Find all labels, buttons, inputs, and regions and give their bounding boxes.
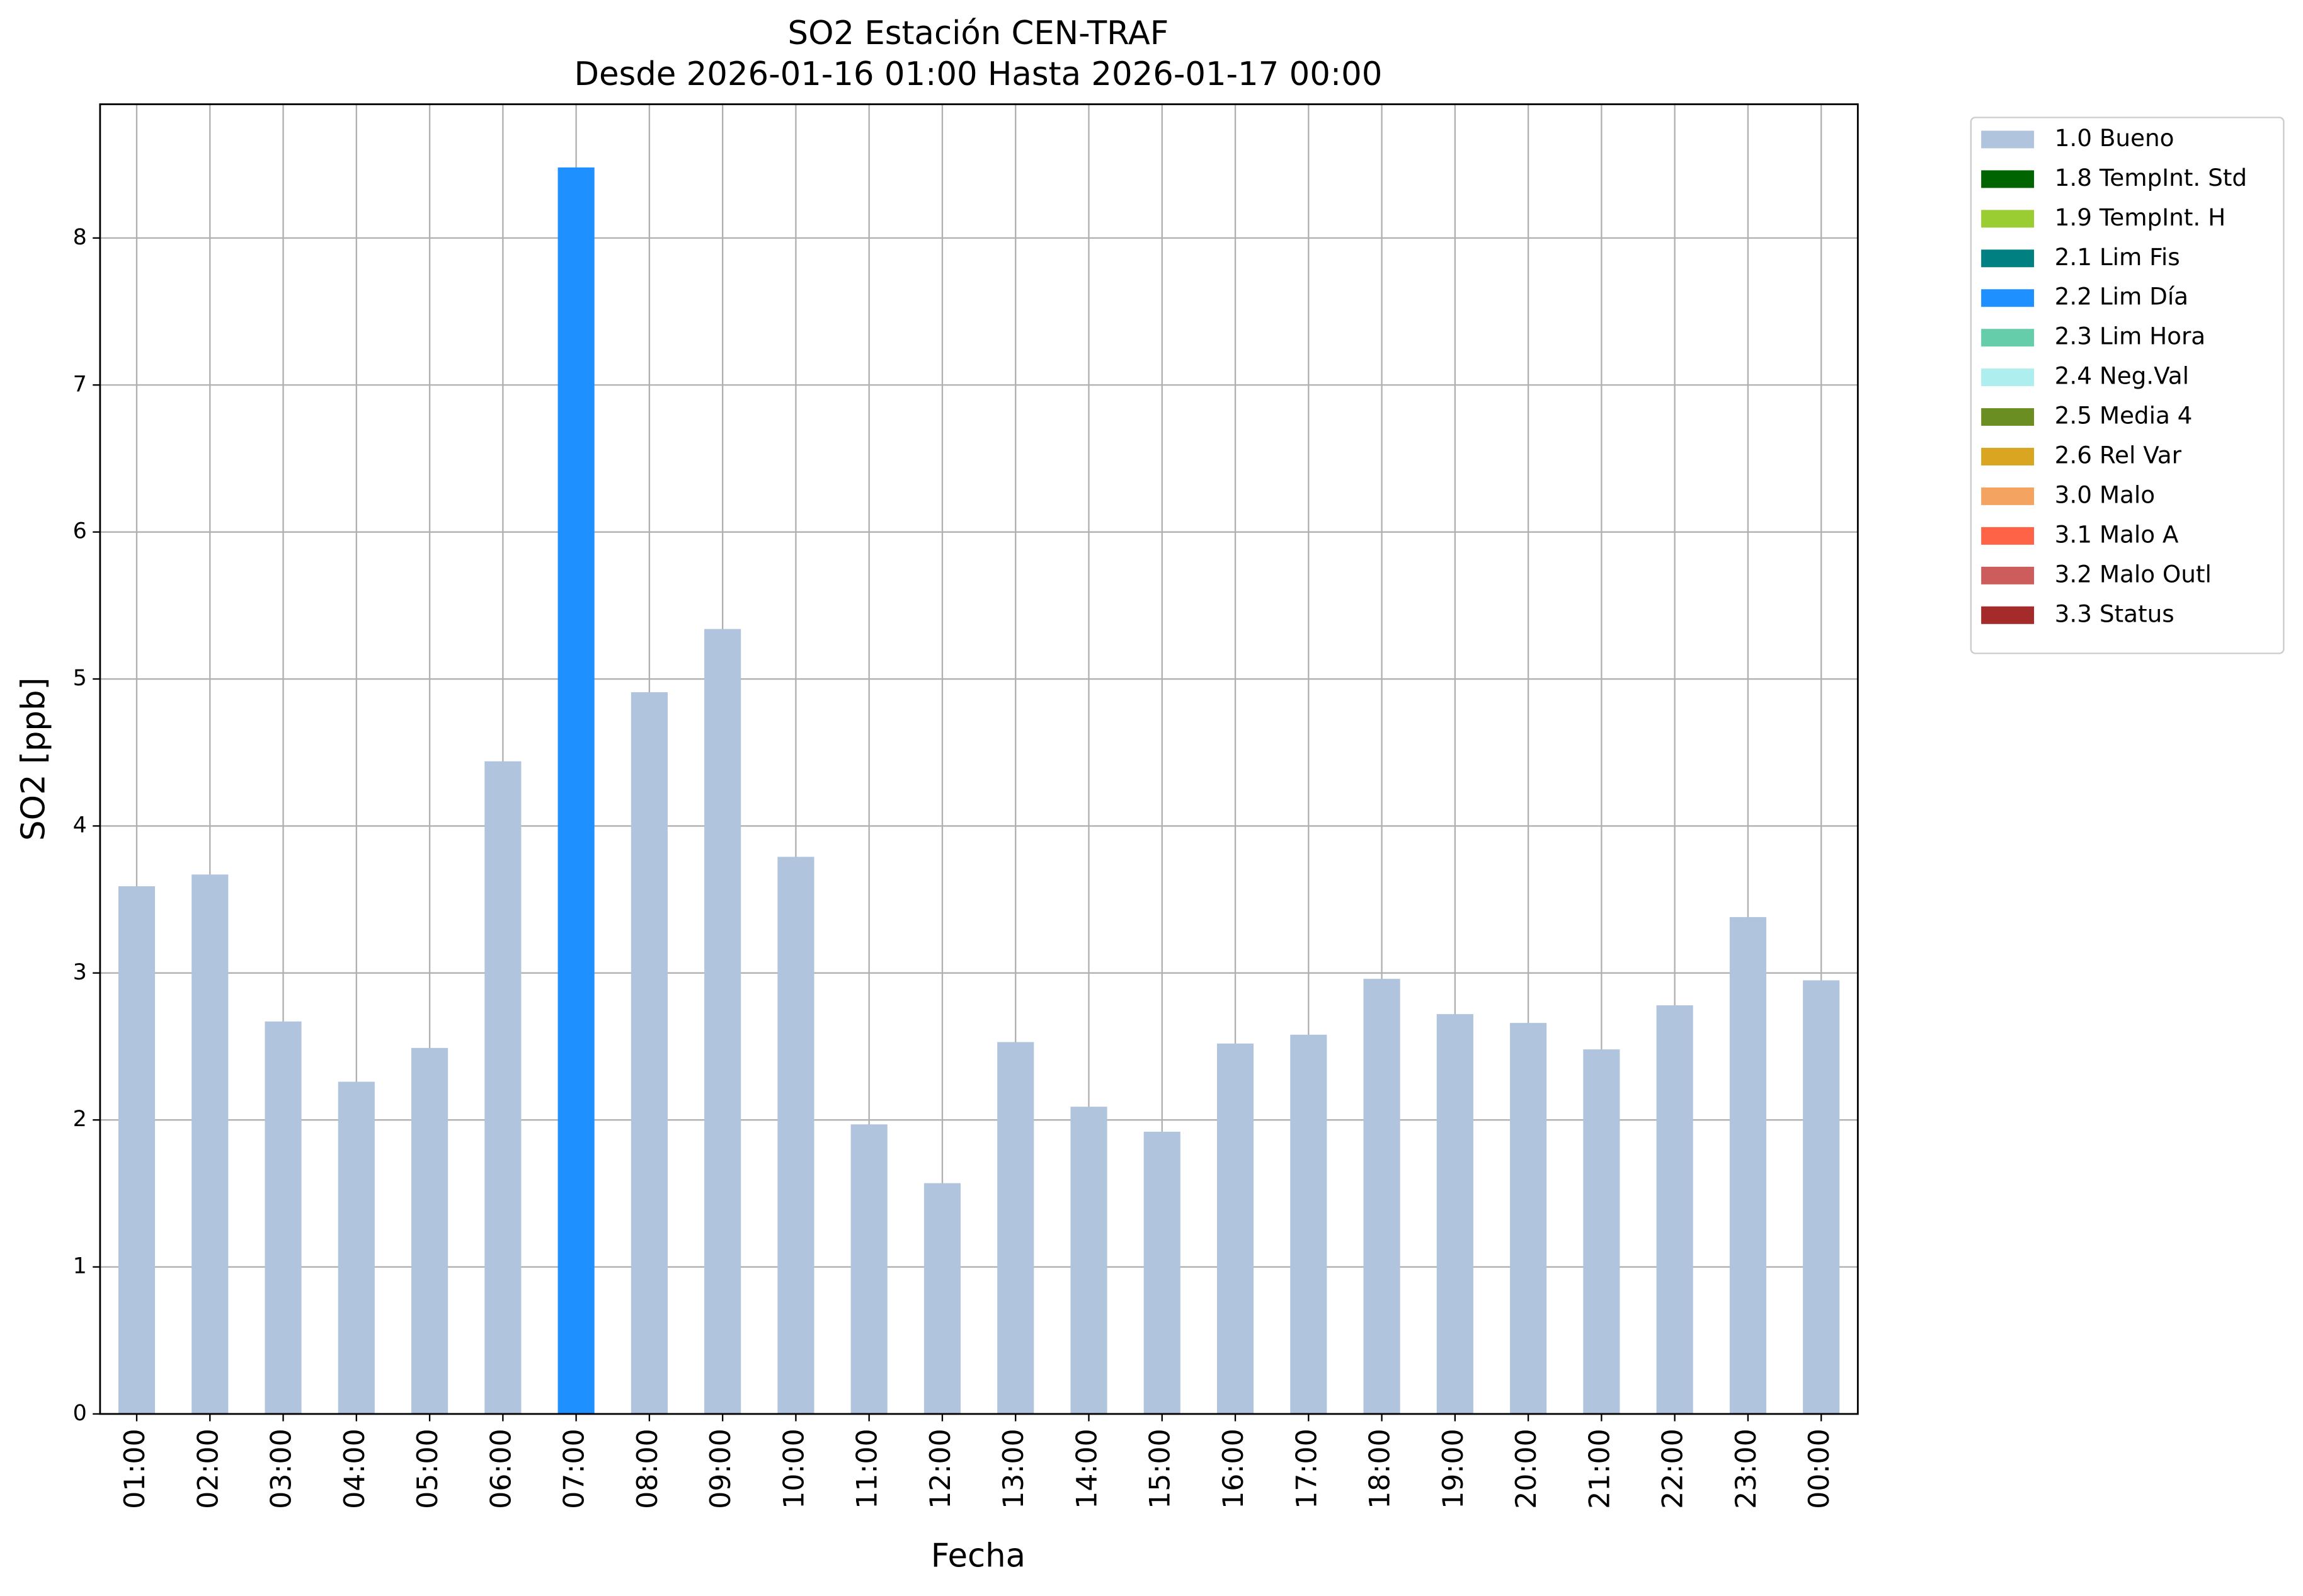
bar [1510, 1023, 1547, 1414]
x-tick-label: 04:00 [339, 1428, 371, 1509]
plot-frame [99, 103, 1859, 1415]
legend-label: 1.8 TempInt. Std [2055, 164, 2247, 191]
y-tick-label: 8 [73, 225, 87, 250]
x-tick-label: 17:00 [1291, 1428, 1323, 1509]
bar [484, 761, 522, 1414]
bar [777, 857, 814, 1414]
legend-swatch [1981, 170, 2035, 188]
y-tick-label: 1 [73, 1254, 87, 1279]
x-tick-label: 06:00 [485, 1428, 517, 1509]
bar [704, 629, 741, 1414]
legend-label: 3.0 Malo [2055, 481, 2155, 508]
x-tick-label: 08:00 [632, 1428, 664, 1509]
y-axis-label: SO2 [ppb] [14, 678, 52, 841]
y-tick-label: 4 [73, 812, 87, 838]
bar [1803, 980, 1840, 1414]
legend-label: 3.2 Malo Outl [2055, 560, 2212, 588]
x-tick-label: 15:00 [1145, 1428, 1177, 1509]
bar [411, 1047, 449, 1414]
legend-label: 2.6 Rel Var [2055, 441, 2182, 469]
x-tick-label: 16:00 [1218, 1428, 1250, 1509]
bar [1290, 1034, 1327, 1414]
legend-swatch [1981, 368, 2035, 387]
legend-swatch [1981, 527, 2035, 545]
x-tick-label: 00:00 [1803, 1428, 1836, 1509]
y-tick-label: 5 [73, 666, 87, 691]
legend-label: 2.2 Lim Día [2055, 283, 2188, 311]
x-tick-label: 10:00 [778, 1428, 810, 1509]
legend-swatch [1981, 487, 2035, 505]
legend-label: 3.3 Status [2055, 600, 2174, 627]
x-tick-label: 01:00 [119, 1428, 151, 1509]
bar [1070, 1107, 1107, 1414]
chart-subtitle: Desde 2026-01-16 01:00 Hasta 2026-01-17 … [574, 55, 1383, 93]
bar [1216, 1043, 1254, 1414]
x-tick-label: 18:00 [1364, 1428, 1397, 1509]
bar [557, 167, 595, 1414]
legend-label: 1.9 TempInt. H [2055, 203, 2226, 231]
legend-swatch [1981, 448, 2035, 465]
legend-label: 3.1 Malo A [2055, 520, 2179, 548]
x-axis-label: Fecha [931, 1537, 1026, 1575]
y-tick-label: 7 [73, 372, 87, 397]
y-tick-label: 6 [73, 519, 87, 544]
x-tick-label: 12:00 [925, 1428, 957, 1509]
legend-label: 1.0 Bueno [2055, 124, 2174, 152]
x-tick-label: 14:00 [1071, 1428, 1103, 1509]
x-tick-label: 02:00 [192, 1428, 224, 1509]
x-tick-label: 13:00 [998, 1428, 1030, 1509]
x-tick-label: 09:00 [705, 1428, 737, 1509]
x-tick-label: 22:00 [1657, 1428, 1689, 1509]
legend-label: 2.3 Lim Hora [2055, 322, 2205, 350]
legend-box [1970, 117, 2285, 654]
x-tick-label: 03:00 [266, 1428, 298, 1509]
bar [923, 1183, 961, 1414]
legend-swatch [1981, 289, 2035, 307]
chart-title: SO2 Estación CEN-TRAF [788, 14, 1169, 52]
y-tick-label: 3 [73, 960, 87, 985]
legend-swatch [1981, 329, 2035, 347]
bar [1363, 979, 1400, 1414]
x-tick-label: 19:00 [1437, 1428, 1470, 1509]
x-tick-label: 21:00 [1584, 1428, 1616, 1509]
bar [1143, 1131, 1180, 1414]
y-tick-label: 2 [73, 1107, 87, 1132]
legend-label: 2.1 Lim Fis [2055, 243, 2180, 271]
legend-swatch [1981, 130, 2035, 149]
bar [631, 692, 668, 1414]
bar [118, 886, 156, 1414]
legend-swatch [1981, 566, 2035, 584]
x-tick-label: 20:00 [1511, 1428, 1543, 1509]
legend-swatch [1981, 210, 2035, 228]
bar [1656, 1005, 1693, 1414]
bar [191, 874, 229, 1414]
y-tick-label: 0 [73, 1401, 87, 1426]
bar [1583, 1049, 1620, 1414]
bar [1436, 1014, 1473, 1414]
bar [265, 1021, 302, 1414]
legend-swatch [1981, 408, 2035, 426]
x-tick-label: 05:00 [412, 1428, 444, 1509]
legend-swatch [1981, 606, 2035, 624]
legend-label: 2.5 Media 4 [2055, 402, 2193, 430]
legend-label: 2.4 Neg.Val [2055, 362, 2189, 390]
bar [850, 1124, 888, 1414]
bar [1729, 917, 1766, 1414]
x-tick-label: 07:00 [559, 1428, 591, 1509]
bar [997, 1042, 1034, 1414]
legend-swatch [1981, 249, 2035, 268]
x-tick-label: 11:00 [852, 1428, 884, 1509]
x-tick-label: 23:00 [1730, 1428, 1763, 1509]
bar [338, 1081, 375, 1414]
